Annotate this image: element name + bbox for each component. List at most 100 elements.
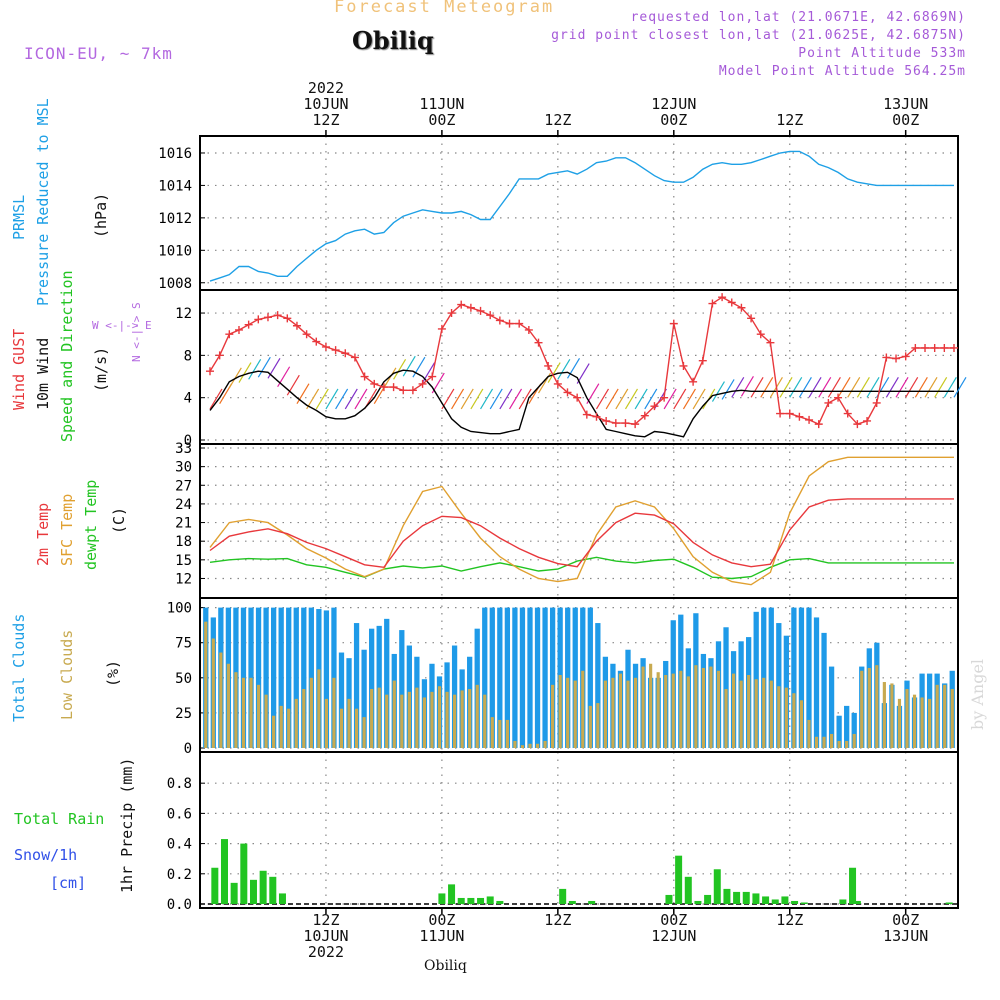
low-cloud-bar bbox=[347, 698, 351, 748]
time-label-line: 12Z bbox=[776, 111, 804, 129]
y-tick-label: 1014 bbox=[158, 178, 192, 194]
low-cloud-bar bbox=[302, 689, 306, 748]
gust-marker bbox=[389, 383, 398, 392]
time-label-line: 12Z bbox=[312, 911, 340, 929]
low-cloud-bar bbox=[370, 689, 374, 748]
point-altitude: Point Altitude 533m bbox=[798, 46, 966, 61]
gust-marker bbox=[737, 303, 746, 312]
total-cloud-bar bbox=[836, 715, 842, 748]
low-cloud-bar bbox=[204, 621, 208, 748]
gust-marker bbox=[486, 311, 495, 320]
time-label-line: 12JUN bbox=[651, 927, 697, 945]
wind-direction-arrow bbox=[296, 383, 310, 404]
low-cloud-bar bbox=[920, 697, 924, 748]
gust-marker bbox=[283, 314, 292, 323]
total-cloud-bar bbox=[828, 666, 835, 748]
gust-marker bbox=[689, 377, 698, 386]
rain-bar bbox=[240, 843, 248, 904]
time-label-line: 13JUN bbox=[883, 95, 929, 113]
wind-direction-arrow bbox=[344, 388, 358, 410]
low-cloud-bar bbox=[573, 680, 577, 748]
low-cloud-bar bbox=[535, 743, 540, 748]
wind-direction-arrow bbox=[460, 388, 474, 410]
wind-direction-arrow bbox=[277, 366, 291, 388]
wind-direction-arrow bbox=[798, 377, 812, 398]
rain-bar bbox=[713, 869, 721, 904]
time-label-line: 00Z bbox=[428, 111, 456, 129]
gust-marker bbox=[795, 412, 804, 421]
gust-marker bbox=[921, 343, 930, 352]
gust-marker bbox=[379, 383, 388, 392]
footer-station: Obiliq bbox=[424, 958, 467, 974]
low-cloud-bar bbox=[769, 680, 773, 748]
wind-direction-arrow bbox=[953, 377, 967, 398]
model-altitude: Model Point Altitude 564.25m bbox=[718, 64, 966, 79]
time-label-line: 2022 bbox=[307, 79, 344, 97]
gust-marker bbox=[331, 346, 340, 355]
low-cloud-bar bbox=[558, 675, 562, 748]
low-cloud-bar bbox=[264, 694, 268, 748]
low-cloud-bar bbox=[633, 677, 638, 748]
wind-direction-arrow bbox=[335, 388, 349, 410]
y-tick-label: 12 bbox=[175, 306, 192, 322]
y-tick-label: 4 bbox=[184, 391, 192, 407]
wind-direction-arrow bbox=[402, 355, 416, 377]
gust-marker bbox=[370, 379, 379, 388]
rain-bar bbox=[457, 897, 465, 904]
low-cloud-bar bbox=[649, 663, 653, 748]
wind-direction-arrow bbox=[509, 388, 523, 410]
low-cloud-bar bbox=[686, 676, 690, 748]
low-cloud-bar bbox=[626, 680, 630, 748]
low-cloud-bar bbox=[724, 689, 728, 748]
low-cloud-bar bbox=[837, 740, 841, 748]
rain-bar bbox=[781, 896, 789, 904]
rain-bar bbox=[269, 876, 277, 904]
low-cloud-bar bbox=[362, 717, 366, 748]
rain-bar bbox=[211, 867, 219, 904]
total-cloud-bar bbox=[851, 712, 857, 748]
low-cloud-bar bbox=[415, 687, 419, 748]
total-cloud-bar bbox=[527, 607, 533, 748]
sfc-temp-line bbox=[209, 456, 954, 586]
gust-marker bbox=[553, 379, 562, 388]
y-tick-label: 30 bbox=[175, 460, 192, 476]
low-cloud-bar bbox=[505, 719, 509, 748]
wind-direction-arrow bbox=[634, 388, 648, 410]
low-cloud-bar bbox=[513, 740, 517, 748]
gust-marker bbox=[814, 420, 823, 429]
low-cloud-bar bbox=[309, 677, 313, 748]
wind-direction-arrow bbox=[895, 377, 909, 398]
wind-direction-arrow bbox=[605, 388, 619, 410]
wind-direction-arrow bbox=[615, 388, 629, 410]
gust-marker bbox=[563, 388, 572, 397]
low-cloud-bar bbox=[897, 698, 902, 748]
low-cloud-bar bbox=[234, 672, 238, 748]
y-tick-label: 0.2 bbox=[167, 867, 192, 883]
total-cloud-bar bbox=[798, 607, 805, 748]
rain-label: Total Rain bbox=[14, 810, 105, 828]
top-time-label: 12Z bbox=[518, 112, 598, 128]
y-tick-label: 1016 bbox=[158, 146, 192, 162]
bottom-time-label: 00Z 11JUN bbox=[402, 912, 482, 944]
top-time-label: 2022 10JUN 12Z bbox=[286, 80, 366, 128]
gust-marker bbox=[940, 343, 949, 352]
time-label-line: 00Z bbox=[660, 911, 688, 929]
y-tick-label: 18 bbox=[175, 534, 192, 550]
y-tick-label: 25 bbox=[175, 706, 192, 722]
wind-direction-arrow bbox=[451, 388, 465, 410]
gust-marker bbox=[321, 342, 330, 351]
pressure-line bbox=[209, 150, 954, 282]
y-tick-label: 1012 bbox=[158, 211, 192, 227]
wind-direction-arrow bbox=[847, 377, 861, 398]
total-cloud-bar bbox=[813, 617, 820, 748]
gust-marker bbox=[244, 320, 253, 329]
y-tick-label: 0.6 bbox=[167, 806, 192, 822]
total-cloud-bar bbox=[255, 607, 262, 748]
time-label-line: 10JUN bbox=[303, 927, 349, 945]
rain-bar bbox=[771, 899, 779, 904]
wind-direction-arrow bbox=[914, 377, 928, 398]
total-cloud-bar bbox=[844, 705, 850, 748]
rain-bar bbox=[278, 893, 286, 904]
gust-marker bbox=[631, 420, 640, 429]
gust-marker bbox=[824, 398, 833, 407]
